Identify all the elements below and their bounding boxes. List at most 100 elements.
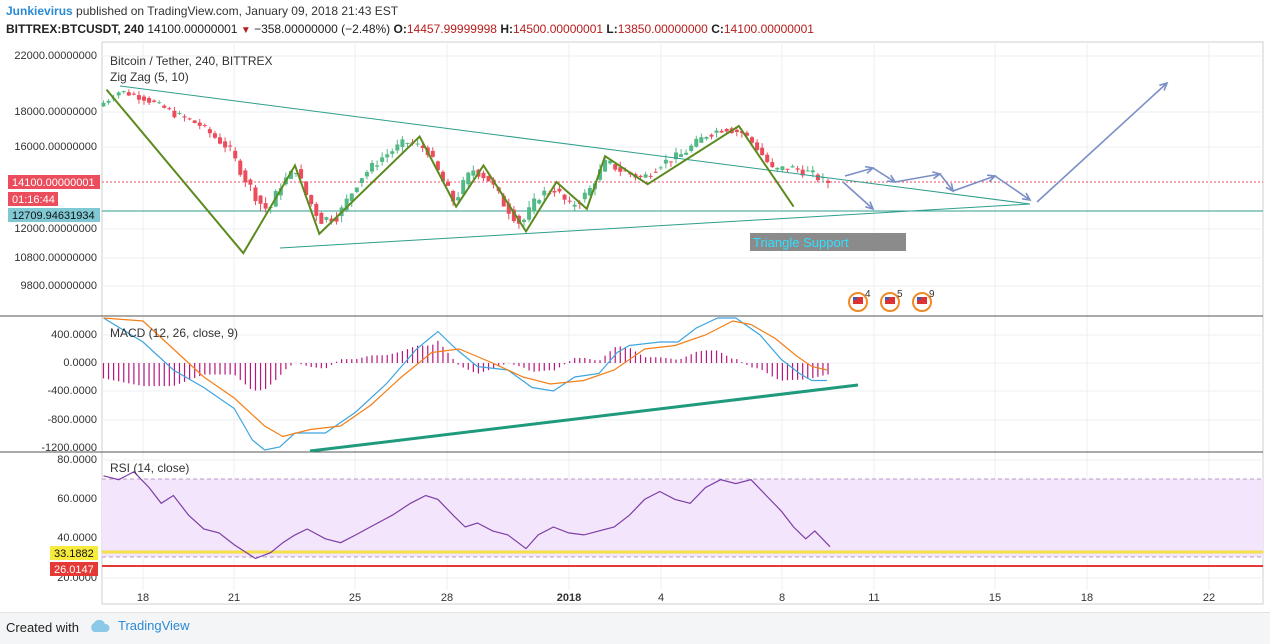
- countdown-tag: [8, 192, 58, 206]
- annotation-box[interactable]: [750, 233, 906, 251]
- candle-body: [805, 170, 810, 172]
- close-label: C:: [711, 22, 724, 36]
- candle-body: [212, 133, 217, 138]
- flag-icon-canton: [853, 297, 857, 300]
- event-badge-count: 5: [897, 289, 903, 300]
- publish-info: Junkievirus published on TradingView.com…: [6, 4, 398, 18]
- candle-body: [643, 174, 648, 178]
- macd-trendline[interactable]: [309, 383, 859, 453]
- candle-body: [719, 130, 724, 133]
- candle-body: [689, 145, 694, 151]
- candle-body: [400, 139, 405, 147]
- candle-body: [608, 160, 613, 164]
- candle-body: [405, 142, 410, 144]
- triangle-upper-line[interactable]: [119, 85, 1031, 205]
- candle-body: [674, 152, 679, 160]
- candle-body: [126, 92, 131, 96]
- candle-body: [375, 165, 380, 167]
- candle-body: [567, 200, 572, 202]
- candle-body: [481, 172, 486, 179]
- arrow-head: [865, 201, 875, 211]
- projection-arrows: [842, 81, 1169, 211]
- candle-body: [734, 129, 739, 133]
- macd-tick: -800.0000: [47, 414, 97, 426]
- rsi-level-tag: [50, 562, 98, 576]
- high-label: H:: [500, 22, 513, 36]
- rsi-value-tag: [50, 546, 98, 560]
- ohlc-legend: BITTREX:BTCUSDT, 240 14100.00000001 ▼ −3…: [6, 22, 814, 36]
- author-link[interactable]: Junkievirus: [6, 4, 73, 18]
- rsi-tick: 80.0000: [57, 454, 97, 466]
- projection-arrow: [872, 167, 896, 183]
- down-arrow-icon: ▼: [240, 25, 251, 36]
- high-value: 14500.00000001: [512, 22, 604, 36]
- candle-body: [471, 170, 476, 176]
- projection-arrow: [994, 175, 1031, 201]
- created-with-label: Created with: [6, 620, 79, 635]
- chart-canvas[interactable]: Triangle Support 4 5 9 Bitcoin / Tether, 2…: [0, 0, 1270, 612]
- x-tick: 8: [779, 592, 785, 604]
- candle-body: [623, 170, 628, 172]
- x-tick: 25: [349, 592, 361, 604]
- candle-body: [679, 154, 684, 157]
- candle-body: [218, 137, 223, 144]
- rsi-title: RSI (14, close): [110, 461, 189, 475]
- candle-body: [228, 145, 233, 147]
- candle-body: [304, 181, 309, 196]
- candle-body: [663, 159, 668, 164]
- candle-body: [243, 170, 248, 183]
- flag-icon-stripe: [853, 297, 863, 304]
- tradingview-logo-link[interactable]: TradingView: [88, 618, 190, 633]
- candle-body: [557, 188, 562, 192]
- arrow-head: [1159, 81, 1169, 91]
- candle-body: [278, 188, 283, 196]
- candle-body: [299, 169, 304, 179]
- x-tick: 18: [1081, 592, 1093, 604]
- flag-icon-stripe: [885, 297, 895, 304]
- macd-tick: -400.0000: [47, 385, 97, 397]
- price-tick: 22000.00000000: [14, 50, 97, 62]
- candle-body: [334, 217, 339, 222]
- support-tag: [8, 208, 100, 222]
- candle-body: [415, 143, 420, 145]
- x-tick: 2018: [557, 592, 581, 604]
- candle-body: [430, 150, 435, 157]
- flag-icon-canton: [885, 297, 889, 300]
- candle-body: [668, 161, 673, 163]
- rsi-band: [102, 479, 1263, 557]
- candle-body: [162, 105, 167, 108]
- candle-body: [800, 169, 805, 176]
- candle-body: [420, 145, 425, 148]
- rsi-tick: 40.0000: [57, 532, 97, 544]
- candle-body: [532, 198, 537, 212]
- candle-body: [750, 137, 755, 143]
- triangle-lower-line[interactable]: [279, 203, 1031, 249]
- candle-body: [744, 132, 749, 136]
- candle-body: [572, 204, 577, 207]
- projection-arrow: [842, 181, 874, 210]
- candle-body: [440, 171, 445, 182]
- candle-body: [699, 137, 704, 143]
- candle-body: [238, 160, 243, 175]
- candle-body: [152, 100, 157, 102]
- footer: Created with TradingView: [0, 612, 1270, 644]
- candle-body: [709, 134, 714, 137]
- last-price: 14100.00000001: [147, 22, 238, 36]
- candle-body: [826, 180, 831, 183]
- projection-arrow: [939, 173, 954, 192]
- candle-body: [760, 147, 765, 156]
- close-value: 14100.00000001: [723, 22, 814, 36]
- candle-body: [157, 102, 162, 104]
- x-tick: 11: [868, 592, 879, 604]
- candle-body: [658, 167, 663, 169]
- candle-body: [527, 207, 532, 220]
- candle-body: [755, 142, 760, 150]
- candle-body: [506, 203, 511, 214]
- rsi-value-tag-text: 33.1882: [54, 548, 94, 560]
- candle-body: [562, 194, 567, 200]
- candle-body: [329, 218, 334, 222]
- candle-body: [435, 161, 440, 171]
- candle-body: [552, 190, 557, 193]
- candle-body: [364, 172, 369, 177]
- candle-body: [638, 175, 643, 177]
